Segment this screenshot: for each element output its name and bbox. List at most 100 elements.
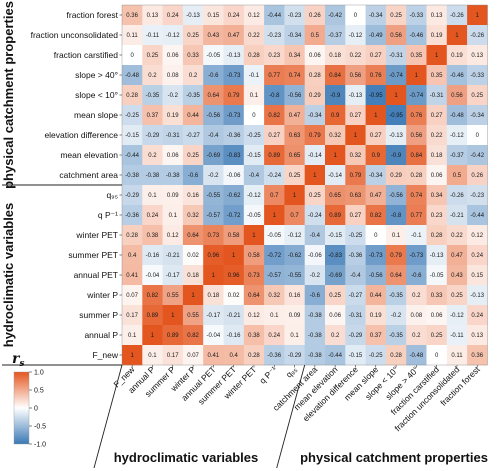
heatmap-cell: [142, 105, 163, 126]
cell-value-label: -0.9: [391, 153, 402, 159]
cell-value-label: -0.2: [168, 93, 179, 99]
cell-value-label: 0.2: [148, 73, 157, 79]
heatmap-cell: [426, 345, 448, 366]
row-label-summer-pet: summer PET: [68, 250, 118, 260]
heatmap-cell: [243, 5, 265, 26]
heatmap-cell: [243, 345, 265, 366]
heatmap-cell: [385, 85, 407, 106]
cell-value-label: -0.83: [328, 253, 342, 259]
cell-value-label: 0.1: [148, 353, 157, 359]
group-label-columns-physical: physical catchment properties: [300, 450, 488, 465]
cell-value-label: 0.77: [268, 73, 280, 79]
heatmap-cell: [365, 165, 387, 186]
cell-value-label: 0.73: [248, 273, 260, 279]
cell-value-label: -0.69: [207, 153, 221, 159]
heatmap-cell: [284, 225, 305, 246]
heatmap-cell: [325, 105, 346, 126]
cell-value-label: -0.24: [308, 213, 322, 219]
heatmap-cell: [203, 25, 224, 46]
cell-value-label: 0.15: [208, 13, 220, 19]
cell-value-label: 0.13: [471, 333, 483, 339]
heatmap-cell: [385, 225, 407, 246]
heatmap-cell: [325, 225, 346, 246]
cell-value-label: 0.06: [167, 53, 179, 59]
cell-value-label: 0.2: [331, 333, 340, 339]
heatmap-cell: [446, 25, 468, 46]
cell-value-label: 0.2: [148, 153, 157, 159]
cell-value-label: 0.18: [329, 53, 341, 59]
cell-value-label: 0.33: [187, 53, 199, 59]
cell-value-label: 0.11: [451, 353, 463, 359]
cell-value-label: -0.36: [349, 253, 363, 259]
heatmap-cell: [162, 225, 184, 246]
heatmap-cell: [182, 325, 204, 346]
cell-value-label: 0.65: [289, 153, 301, 159]
cell-value-label: 0.29: [390, 173, 402, 179]
row-label-catchment-area: catchment area: [59, 170, 118, 180]
row-label-q-p: q P⁻¹: [98, 210, 118, 220]
cell-value-label: -0.48: [450, 113, 464, 119]
heatmap-cell: [446, 225, 468, 246]
cell-value-label: 0.27: [268, 133, 280, 139]
cell-value-label: -0.05: [267, 233, 281, 239]
heatmap-cell: [325, 325, 346, 346]
heatmap-cell: [345, 85, 366, 106]
heatmap-cell: [203, 125, 224, 146]
heatmap-cell: [304, 325, 326, 346]
cell-value-label: 0.47: [228, 33, 240, 39]
cell-value-label: 0.4: [229, 353, 238, 359]
cell-value-label: 0.1: [169, 213, 178, 219]
heatmap-cell: [203, 325, 224, 346]
heatmap-cell: [345, 145, 366, 166]
cell-value-label: 0.15: [471, 273, 483, 279]
row-label-fraction-unconsolidated: fraction unconsolidated: [31, 30, 119, 40]
cell-value-label: 0.55: [187, 313, 199, 319]
cell-value-label: 0.41: [126, 273, 138, 279]
heatmap-cell: [304, 85, 326, 106]
cell-value-label: 1: [151, 333, 155, 339]
cell-value-label: 0.28: [126, 93, 138, 99]
heatmap-cell: [142, 65, 163, 86]
cell-value-label: -0.9: [330, 93, 341, 99]
cell-value-label: -0.6: [411, 273, 422, 279]
cell-value-label: 0.7: [270, 193, 279, 199]
heatmap-cell: [467, 325, 488, 346]
heatmap-cell: [142, 285, 163, 306]
cell-value-label: -0.21: [450, 213, 464, 219]
cell-value-label: 0.44: [370, 293, 382, 299]
heatmap-cell: [426, 65, 448, 86]
cell-value-label: -0.62: [288, 253, 302, 259]
cell-value-label: 0.12: [167, 233, 179, 239]
heatmap-cell: [162, 5, 184, 26]
cell-value-label: -0.13: [349, 93, 363, 99]
cell-value-label: 0: [476, 133, 480, 139]
heatmap-cell: [304, 205, 326, 226]
heatmap-cell: [385, 105, 407, 126]
cell-value-label: 0.64: [390, 273, 402, 279]
cell-value-label: -0.4: [350, 273, 361, 279]
heatmap-cell: [182, 285, 204, 306]
heatmap-cell: [122, 185, 143, 206]
cell-value-label: 0.32: [350, 153, 362, 159]
cell-value-label: -0.13: [227, 53, 241, 59]
cell-value-label: 0.28: [248, 53, 260, 59]
heatmap-cell: [203, 65, 224, 86]
cell-value-label: 0.79: [390, 253, 402, 259]
cell-value-label: 0.12: [248, 13, 260, 19]
heatmap-cell: [243, 145, 265, 166]
heatmap-cell: [467, 205, 488, 226]
heatmap-cell: [122, 345, 143, 366]
heatmap-cell: [284, 345, 305, 366]
cell-value-label: 0.32: [187, 213, 199, 219]
heatmap-cell: [325, 305, 346, 326]
cell-value-label: 0.56: [411, 133, 423, 139]
cell-value-label: 0.5: [453, 173, 462, 179]
heatmap-cell: [365, 305, 387, 326]
heatmap-cell: [446, 145, 468, 166]
cell-value-label: 0.28: [248, 353, 260, 359]
cell-value-label: -0.31: [430, 93, 444, 99]
cell-value-label: -0.6: [208, 73, 219, 79]
heatmap-cell: [162, 65, 184, 86]
heatmap-cell: [467, 45, 488, 66]
